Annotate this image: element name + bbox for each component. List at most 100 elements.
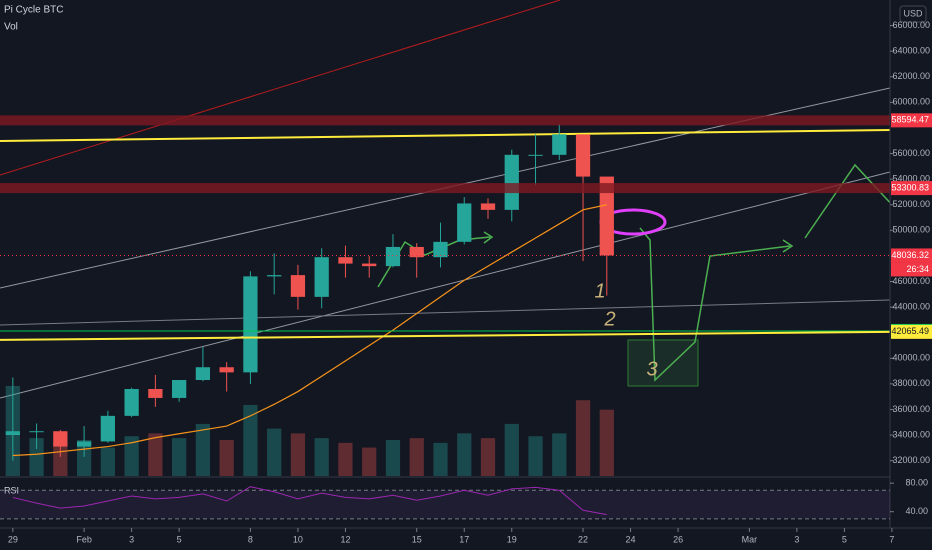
trend-line — [0, 171, 891, 399]
y-tick-label: 62000.00 — [892, 71, 930, 81]
y-tick-label: 36000.00 — [892, 404, 930, 414]
price-label-box — [891, 181, 932, 196]
volume-bar — [433, 442, 448, 476]
volume-bar — [409, 438, 424, 476]
x-tick-label: 5 — [842, 534, 847, 544]
volume-bar — [29, 438, 44, 476]
candle-body — [267, 275, 282, 277]
volume-bar — [100, 447, 115, 476]
annotation: 1 — [594, 280, 605, 302]
price-label-box — [891, 113, 932, 128]
x-tick-label: 26 — [673, 534, 683, 544]
x-tick-label: 7 — [889, 534, 894, 544]
x-tick-label: Feb — [76, 534, 92, 544]
candle-body — [219, 367, 234, 373]
y-tick-label: 64000.00 — [892, 46, 930, 56]
arrow — [483, 231, 494, 244]
price-label: 42065.49 — [891, 326, 929, 336]
volume-bar — [219, 440, 234, 476]
x-tick-label: 17 — [459, 534, 469, 544]
x-tick-label: 8 — [248, 534, 253, 544]
projection — [804, 163, 896, 239]
y-tick-label: 34000.00 — [892, 429, 930, 439]
countdown-box — [891, 262, 932, 277]
volume-bar — [385, 440, 401, 476]
volume-bar — [575, 400, 591, 476]
volume-bar — [599, 409, 614, 476]
volume-bar — [290, 433, 306, 476]
candle-body — [53, 431, 68, 447]
currency-box[interactable] — [899, 5, 927, 23]
candle-body — [552, 134, 567, 155]
volume-bar — [362, 447, 377, 476]
y-tick-label: 44000.00 — [892, 301, 930, 311]
price-label-box — [891, 248, 932, 263]
price-label: 58594.47 — [891, 115, 929, 125]
y-tick-label: 38000.00 — [892, 378, 930, 388]
rsi-tick-label: 40.00 — [905, 506, 928, 516]
volume-bar — [314, 438, 329, 476]
x-tick-label: 3 — [129, 534, 134, 544]
candle-body — [433, 241, 448, 258]
candle-body — [195, 367, 211, 381]
x-tick-label: 12 — [340, 534, 350, 544]
currency[interactable]: USD — [903, 8, 923, 18]
candle-body — [599, 176, 614, 256]
y-tick-label: 32000.00 — [892, 455, 930, 465]
volume-bar — [243, 404, 258, 476]
volume-bar — [504, 423, 519, 476]
candle-body — [338, 257, 353, 264]
level-band — [0, 115, 890, 126]
x-tick-label: 3 — [794, 534, 799, 544]
volume-bar — [148, 433, 163, 476]
candle-body — [148, 388, 163, 398]
candle-body — [29, 431, 44, 433]
volume-bar — [552, 433, 567, 476]
annotation: 3 — [646, 358, 657, 380]
countdown: 26:34 — [906, 264, 929, 274]
candle-body — [5, 431, 20, 436]
price-label: 48036.32 — [891, 250, 929, 260]
volume-bar — [267, 428, 282, 476]
y-tick-label: 56000.00 — [892, 148, 930, 158]
y-tick-label: 50000.00 — [892, 225, 930, 235]
x-tick-label: 19 — [507, 534, 517, 544]
volume-bar — [195, 423, 211, 476]
x-tick-label: 24 — [626, 534, 636, 544]
volume-label: Vol — [4, 22, 18, 33]
moving-average — [12, 204, 607, 457]
x-tick-label: 15 — [412, 534, 422, 544]
candle-body — [76, 441, 92, 447]
candle-body — [243, 276, 258, 373]
x-tick-label: 29 — [8, 534, 18, 544]
candle-body — [457, 203, 472, 242]
volume-bar — [457, 433, 472, 476]
x-tick-label: 22 — [578, 534, 588, 544]
candle-body — [290, 275, 306, 297]
price-label-box — [891, 324, 932, 339]
candle-body — [172, 380, 187, 398]
volume-bar — [480, 438, 496, 476]
rsi-label: RSI — [4, 485, 19, 495]
trend-line — [0, 0, 561, 176]
yellow-line — [0, 129, 891, 142]
target-box — [627, 339, 699, 387]
volume-bar — [528, 436, 543, 476]
candle-body — [528, 154, 543, 156]
y-tick-label: 66000.00 — [892, 20, 930, 30]
candle-body — [504, 154, 519, 210]
price-label: 53300.83 — [891, 182, 929, 192]
candle-body — [362, 263, 377, 267]
y-tick-label: 54000.00 — [892, 174, 930, 184]
y-tick-label: 40000.00 — [892, 353, 930, 363]
rsi-line — [12, 486, 607, 516]
y-tick-label: 52000.00 — [892, 199, 930, 209]
y-tick-label: 46000.00 — [892, 276, 930, 286]
projection — [639, 227, 791, 382]
candle-body — [409, 246, 424, 258]
x-tick-label: 10 — [293, 534, 303, 544]
candle-body — [100, 415, 115, 442]
candle-body — [314, 257, 329, 297]
